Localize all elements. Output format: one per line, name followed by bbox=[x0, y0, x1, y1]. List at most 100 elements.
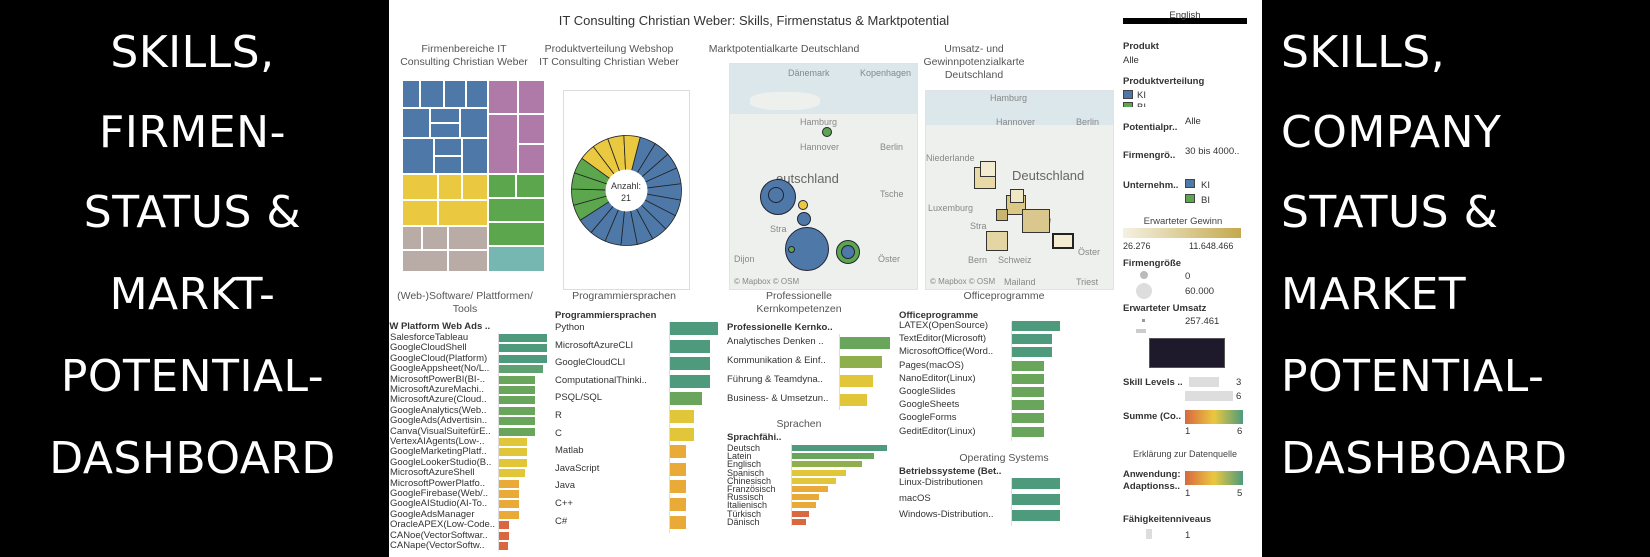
prog-row-label: MicrosoftAzureCLI bbox=[555, 339, 634, 351]
lang-bar[interactable] bbox=[792, 510, 809, 517]
lang-bar[interactable] bbox=[792, 494, 819, 501]
prog-row-label: C++ bbox=[555, 498, 573, 509]
software-row-label: GoogleCloud(Platform) bbox=[390, 352, 488, 364]
os-row-label: macOS bbox=[899, 493, 931, 504]
software-bar[interactable] bbox=[499, 427, 535, 436]
language-button[interactable]: English bbox=[1123, 8, 1247, 24]
office-bar[interactable] bbox=[1012, 347, 1052, 358]
prog-bar[interactable] bbox=[670, 322, 718, 335]
lang-row-label: Spanisch bbox=[727, 467, 765, 478]
software-bar[interactable] bbox=[499, 344, 547, 353]
os-bar[interactable] bbox=[1012, 478, 1060, 489]
software-row-label: GoogleFirebase(Web/.. bbox=[390, 488, 489, 499]
software-bar[interactable] bbox=[499, 500, 519, 509]
summe-min: 1 bbox=[1185, 426, 1191, 437]
lang-bar[interactable] bbox=[792, 518, 806, 525]
skill-levels-bar-a bbox=[1189, 377, 1219, 387]
software-bar[interactable] bbox=[499, 479, 519, 488]
office-title: Officeprogramme bbox=[963, 290, 1045, 302]
office-bar[interactable] bbox=[1012, 400, 1044, 411]
os-bar[interactable] bbox=[1012, 494, 1060, 505]
office-bar[interactable] bbox=[1012, 321, 1060, 331]
potential-filter[interactable]: Alle bbox=[1185, 116, 1201, 127]
datenquelle-link[interactable]: Erklärung zur Datenquelle bbox=[1132, 449, 1238, 459]
prog-bar[interactable] bbox=[670, 515, 686, 529]
office-bar[interactable] bbox=[1012, 360, 1044, 371]
prof-bar[interactable] bbox=[840, 356, 882, 368]
software-bar[interactable] bbox=[499, 469, 525, 478]
software-bar[interactable] bbox=[499, 386, 535, 394]
lang-bar[interactable] bbox=[792, 445, 887, 451]
prog-bar[interactable] bbox=[670, 480, 686, 494]
right-banner: SKILLS, COMPANY STATUS & MARKET POTENTIA… bbox=[1262, 0, 1650, 557]
lang-bar[interactable] bbox=[792, 469, 846, 476]
software-row-label: GoogleLookerStudio(B.. bbox=[390, 456, 492, 468]
prof-bar[interactable] bbox=[840, 394, 867, 406]
software-bar[interactable] bbox=[499, 458, 527, 467]
place-label: Luxemburg bbox=[928, 203, 974, 213]
software-bar[interactable] bbox=[499, 510, 519, 519]
prog-bar[interactable] bbox=[670, 392, 702, 406]
os-row-label: Linux-Distributionen bbox=[899, 477, 983, 488]
prog-row-label: C# bbox=[555, 515, 568, 527]
office-bar[interactable] bbox=[1012, 413, 1044, 424]
lang-row-label: Chinesisch bbox=[727, 475, 772, 486]
map2-title: Umsatz- und Gewinnpotenzialkarte Deutsch… bbox=[923, 43, 1025, 81]
prog-bar[interactable] bbox=[670, 339, 710, 353]
software-bar[interactable] bbox=[499, 417, 535, 426]
prog-axis-line bbox=[669, 322, 670, 534]
lang-row-label: Englisch bbox=[727, 459, 762, 470]
software-bar[interactable] bbox=[499, 334, 547, 342]
treemap[interactable] bbox=[402, 80, 545, 287]
prof-row-label: Business- & Umsetzun.. bbox=[727, 393, 829, 404]
market-potential-map[interactable]: Dänemark Kopenhagen Hamburg Berlin Hanno… bbox=[729, 63, 918, 290]
skill-levels-b: 6 bbox=[1236, 391, 1242, 402]
potential-label: Potentialpr.. bbox=[1123, 122, 1178, 133]
software-bar[interactable] bbox=[499, 448, 527, 457]
software-axis-line bbox=[498, 333, 499, 552]
prof-bar[interactable] bbox=[840, 375, 873, 387]
lang-bar[interactable] bbox=[792, 453, 874, 460]
office-bar[interactable] bbox=[1012, 334, 1052, 345]
prog-bar[interactable] bbox=[670, 462, 686, 476]
lang-bar[interactable] bbox=[792, 486, 828, 492]
prog-bar[interactable] bbox=[670, 498, 686, 511]
thumbnail-image[interactable] bbox=[1149, 338, 1225, 368]
os-bar[interactable] bbox=[1012, 510, 1060, 521]
banner-line: SKILLS, bbox=[110, 27, 275, 78]
revenue-profit-map[interactable]: Hamburg Berlin Hannover Niederlande Deut… bbox=[925, 90, 1114, 290]
prog-bar[interactable] bbox=[670, 374, 710, 388]
prog-bar[interactable] bbox=[670, 427, 694, 441]
prog-bar[interactable] bbox=[670, 357, 710, 371]
fg-min: 0 bbox=[1185, 271, 1191, 282]
software-bar[interactable] bbox=[499, 438, 527, 446]
software-bar[interactable] bbox=[499, 531, 509, 540]
software-row-label: GoogleMarketingPlatf.. bbox=[390, 446, 487, 458]
software-bar[interactable] bbox=[499, 396, 535, 405]
prof-bar[interactable] bbox=[840, 337, 890, 349]
lang-bar[interactable] bbox=[792, 502, 816, 509]
size-legend-small bbox=[1140, 271, 1148, 279]
software-bar[interactable] bbox=[499, 354, 547, 363]
produkt-filter[interactable]: Alle bbox=[1123, 55, 1139, 66]
software-bar[interactable] bbox=[499, 406, 535, 415]
software-bar[interactable] bbox=[499, 542, 508, 550]
firmengroesse-filter[interactable]: 30 bis 4000.. bbox=[1185, 146, 1240, 157]
software-bar[interactable] bbox=[499, 490, 519, 498]
office-bar[interactable] bbox=[1012, 373, 1044, 384]
prog-bar[interactable] bbox=[670, 410, 694, 423]
lang-bar[interactable] bbox=[792, 461, 862, 468]
summe-max: 6 bbox=[1237, 426, 1243, 437]
office-row-label: NanoEditor(Linux) bbox=[899, 372, 976, 384]
office-row-label: TextEditor(Microsoft) bbox=[899, 333, 987, 345]
office-bar[interactable] bbox=[1012, 426, 1044, 437]
software-bar[interactable] bbox=[499, 365, 543, 374]
office-bar[interactable] bbox=[1012, 387, 1044, 397]
donut-chart[interactable] bbox=[569, 128, 684, 253]
prog-bar[interactable] bbox=[670, 445, 686, 459]
software-bar[interactable] bbox=[499, 375, 535, 384]
software-bar[interactable] bbox=[499, 521, 509, 530]
banner-line: STATUS & bbox=[83, 187, 302, 238]
lang-bar[interactable] bbox=[792, 477, 836, 484]
software-title: (Web-)Software/ Plattformen/ Tools bbox=[397, 290, 533, 315]
